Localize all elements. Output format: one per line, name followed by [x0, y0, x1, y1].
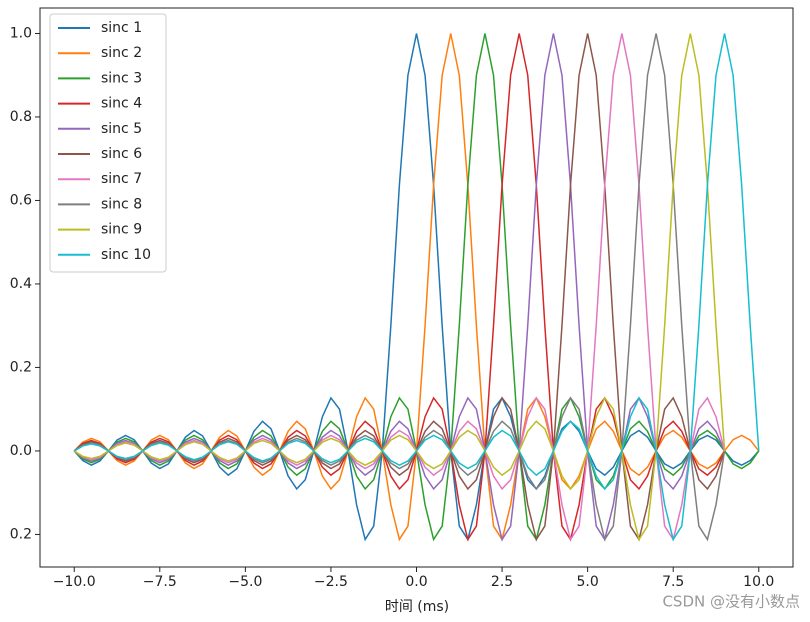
legend-label: sinc 2 — [101, 45, 142, 61]
y-tick-label: 0.2 — [10, 526, 32, 542]
x-tick-label: −5.0 — [228, 574, 262, 590]
legend-label: sinc 8 — [101, 196, 142, 212]
y-tick-label: 0.0 — [10, 443, 32, 459]
x-tick-label: 10.0 — [743, 574, 774, 590]
y-tick-label: 0.4 — [10, 276, 32, 292]
series-line — [73, 33, 760, 542]
legend-label: sinc 10 — [101, 247, 151, 263]
x-tick-label: −2.5 — [314, 574, 348, 590]
x-tick-label: 2.5 — [491, 574, 513, 590]
x-tick-label: −7.5 — [143, 574, 177, 590]
legend-label: sinc 6 — [101, 146, 142, 162]
x-tick-label: 7.5 — [662, 574, 684, 590]
y-tick-label: 0.2 — [10, 359, 32, 375]
watermark: CSDN @没有小数点 — [662, 593, 800, 611]
axes-frame — [39, 7, 794, 568]
series-line — [73, 33, 726, 542]
series-line — [73, 33, 726, 542]
series-line — [73, 33, 760, 542]
y-tick-label: 1.0 — [10, 25, 32, 41]
x-tick-label: 0.0 — [405, 574, 427, 590]
series-line — [73, 33, 726, 542]
series-line — [73, 33, 726, 542]
legend-label: sinc 4 — [101, 96, 142, 112]
series-line — [73, 33, 726, 542]
legend-label: sinc 3 — [101, 70, 142, 86]
legend-label: sinc 7 — [101, 171, 142, 187]
legend-label: sinc 1 — [101, 20, 142, 36]
legend-label: sinc 9 — [101, 222, 142, 238]
y-tick-label: 0.6 — [10, 192, 32, 208]
y-tick-label: 0.8 — [10, 109, 32, 125]
x-tick-label: −10.0 — [53, 574, 96, 590]
series-line — [73, 33, 726, 542]
series-line — [73, 33, 760, 542]
x-tick-label: 5.0 — [577, 574, 599, 590]
x-axis-label: 时间 (ms) — [385, 599, 449, 615]
series-line — [73, 33, 760, 542]
legend-label: sinc 5 — [101, 121, 142, 137]
